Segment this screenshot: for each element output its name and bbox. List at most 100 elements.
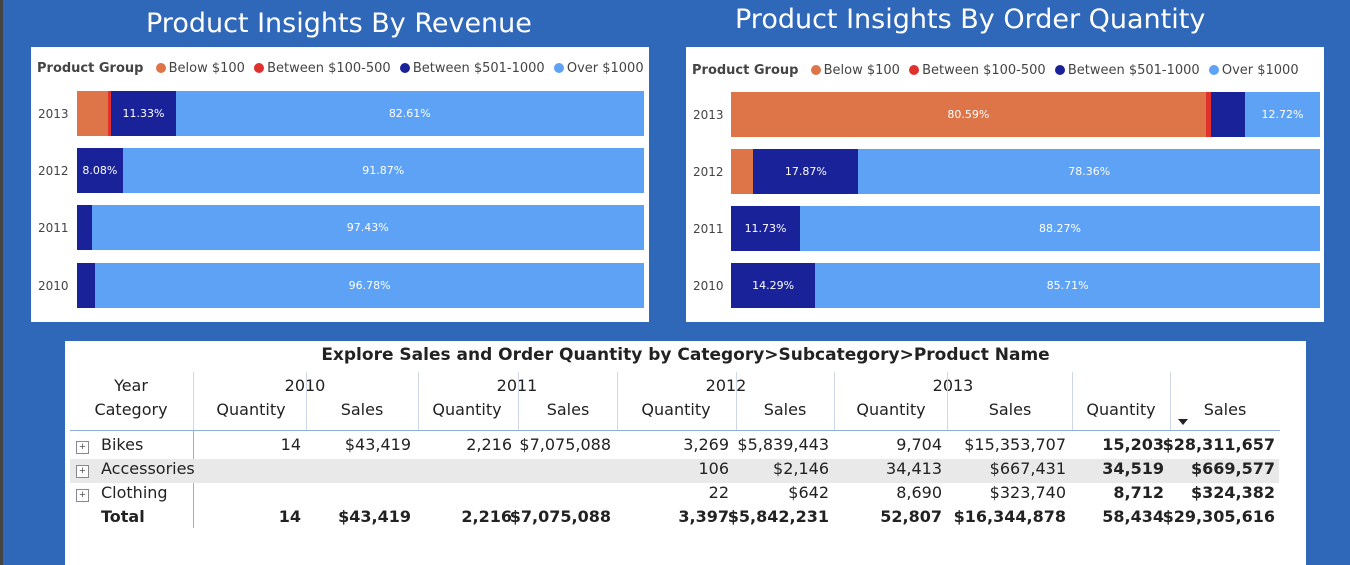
row-header-year: Year — [114, 376, 148, 395]
bar-2011[interactable]: 11.73% 88.27% — [731, 206, 1320, 251]
bar-segment[interactable] — [108, 91, 112, 136]
column-header-quantity[interactable]: Quantity — [641, 400, 711, 419]
bar-segment[interactable] — [122, 148, 644, 193]
bar-2013[interactable]: 80.59% 12.72% — [731, 92, 1320, 137]
column-divider — [418, 372, 419, 430]
bar-segment[interactable] — [77, 263, 96, 308]
y-tick-label: 2012 — [693, 165, 724, 179]
bar-segment[interactable] — [800, 206, 1320, 251]
bar-segment[interactable] — [77, 91, 109, 136]
bar-2010[interactable]: 14.29% 85.71% — [731, 263, 1320, 308]
table-cell: 14 — [278, 507, 301, 526]
bar-2012[interactable]: 8.08% 91.87% — [77, 148, 644, 193]
table-cell: $5,839,443 — [737, 435, 829, 454]
bar-segment[interactable] — [1245, 92, 1320, 137]
column-header-year-2012[interactable]: 2012 — [705, 376, 747, 395]
bar-segment[interactable] — [111, 91, 176, 136]
bar-segment[interactable] — [91, 205, 644, 250]
data-label: 88.27% — [1039, 222, 1081, 235]
bar-2011[interactable]: 97.43% — [77, 205, 644, 250]
bar-segment[interactable] — [1205, 92, 1212, 137]
column-header-sales[interactable]: Sales — [988, 400, 1032, 419]
data-label: 78.36% — [1068, 165, 1111, 178]
bar-segment[interactable] — [731, 92, 1206, 137]
window-edge — [0, 0, 3, 565]
column-header-sales[interactable]: Sales — [340, 400, 384, 419]
category-clothing[interactable]: Clothing — [101, 483, 168, 502]
legend-item-over-1000[interactable]: Over $1000 — [1208, 63, 1299, 78]
bar-segment[interactable] — [731, 263, 816, 308]
y-tick-label: 2010 — [693, 279, 724, 293]
bar-segment[interactable] — [815, 263, 1320, 308]
column-divider — [834, 372, 835, 430]
bar-segment[interactable] — [1211, 92, 1246, 137]
expand-icon[interactable]: + — [76, 465, 89, 478]
revenue-chart[interactable]: Product Group Below $100 Between $100-50… — [31, 47, 649, 322]
quantity-chart-legend: Product Group Below $100 Between $100-50… — [692, 63, 1304, 78]
table-cell: $669,577 — [1190, 459, 1275, 478]
bar-segment[interactable] — [858, 149, 1320, 194]
legend-item-over-1000[interactable]: Over $1000 — [553, 61, 644, 76]
y-tick-label: 2013 — [693, 108, 724, 122]
data-label: 11.73% — [744, 222, 787, 235]
column-header-quantity[interactable]: Quantity — [216, 400, 286, 419]
category-bikes[interactable]: Bikes — [101, 435, 144, 454]
table-cell: $28,311,657 — [1162, 435, 1275, 454]
column-divider — [193, 372, 194, 430]
expand-icon[interactable]: + — [76, 489, 89, 502]
column-header-quantity[interactable]: Quantity — [1086, 400, 1156, 419]
bar-segment[interactable] — [95, 263, 644, 308]
table-cell: $642 — [788, 483, 829, 502]
column-header-sales[interactable]: Sales — [546, 400, 590, 419]
column-divider — [617, 372, 618, 430]
bar-segment[interactable] — [77, 148, 123, 193]
y-tick-label: 2012 — [38, 164, 69, 178]
legend-item-between-100-500[interactable]: Between $100-500 — [909, 63, 1046, 78]
column-header-year-2011[interactable]: 2011 — [496, 376, 538, 395]
bar-segment[interactable] — [77, 205, 92, 250]
legend-item-below-100[interactable]: Below $100 — [810, 63, 900, 78]
bar-2010[interactable]: 96.78% — [77, 263, 644, 308]
column-header-quantity[interactable]: Quantity — [432, 400, 502, 419]
legend-item-between-501-1000[interactable]: Between $501-1000 — [399, 61, 545, 76]
table-cell: 8,712 — [1113, 483, 1164, 502]
bar-2013[interactable]: 11.33% 82.61% — [77, 91, 644, 136]
sort-descending-icon[interactable] — [1178, 419, 1188, 425]
y-tick-label: 2011 — [38, 221, 69, 235]
legend-item-between-100-500[interactable]: Between $100-500 — [254, 61, 391, 76]
bar-segment[interactable] — [731, 149, 754, 194]
legend-dot — [399, 63, 410, 73]
y-tick-label: 2013 — [38, 107, 69, 121]
legend-dot — [155, 63, 166, 73]
legend-dot — [254, 63, 265, 73]
row-band — [70, 459, 1279, 483]
y-tick-label: 2010 — [38, 279, 69, 293]
data-label: 91.87% — [362, 164, 405, 177]
table-cell: $323,740 — [989, 483, 1066, 502]
table-cell: $15,353,707 — [964, 435, 1066, 454]
y-tick-label: 2011 — [693, 222, 724, 236]
category-accessories[interactable]: Accessories — [101, 459, 195, 478]
legend-title: Product Group — [692, 63, 799, 78]
table-cell: 3,397 — [678, 507, 729, 526]
bar-segment[interactable] — [753, 149, 859, 194]
column-header-year-2013[interactable]: 2013 — [932, 376, 974, 395]
column-header-year-2010[interactable]: 2010 — [284, 376, 326, 395]
bar-segment[interactable] — [175, 91, 644, 136]
legend-item-below-100[interactable]: Below $100 — [155, 61, 245, 76]
column-header-sales[interactable]: Sales — [1203, 400, 1247, 419]
column-header-sales[interactable]: Sales — [763, 400, 807, 419]
row-header-category: Category — [94, 400, 168, 419]
legend-item-between-501-1000[interactable]: Between $501-1000 — [1054, 63, 1200, 78]
table-cell: 34,519 — [1102, 459, 1164, 478]
sales-matrix[interactable]: Explore Sales and Order Quantity by Cate… — [65, 341, 1306, 565]
quantity-chart[interactable]: Product Group Below $100 Between $100-50… — [686, 47, 1324, 322]
table-cell: 3,269 — [683, 435, 729, 454]
column-divider — [306, 372, 307, 430]
bar-2012[interactable]: 17.87% 78.36% — [731, 149, 1320, 194]
bar-segment[interactable] — [731, 206, 801, 251]
column-header-quantity[interactable]: Quantity — [856, 400, 926, 419]
data-label: 97.43% — [346, 221, 389, 234]
expand-icon[interactable]: + — [76, 441, 89, 454]
table-cell: 2,216 — [461, 507, 512, 526]
